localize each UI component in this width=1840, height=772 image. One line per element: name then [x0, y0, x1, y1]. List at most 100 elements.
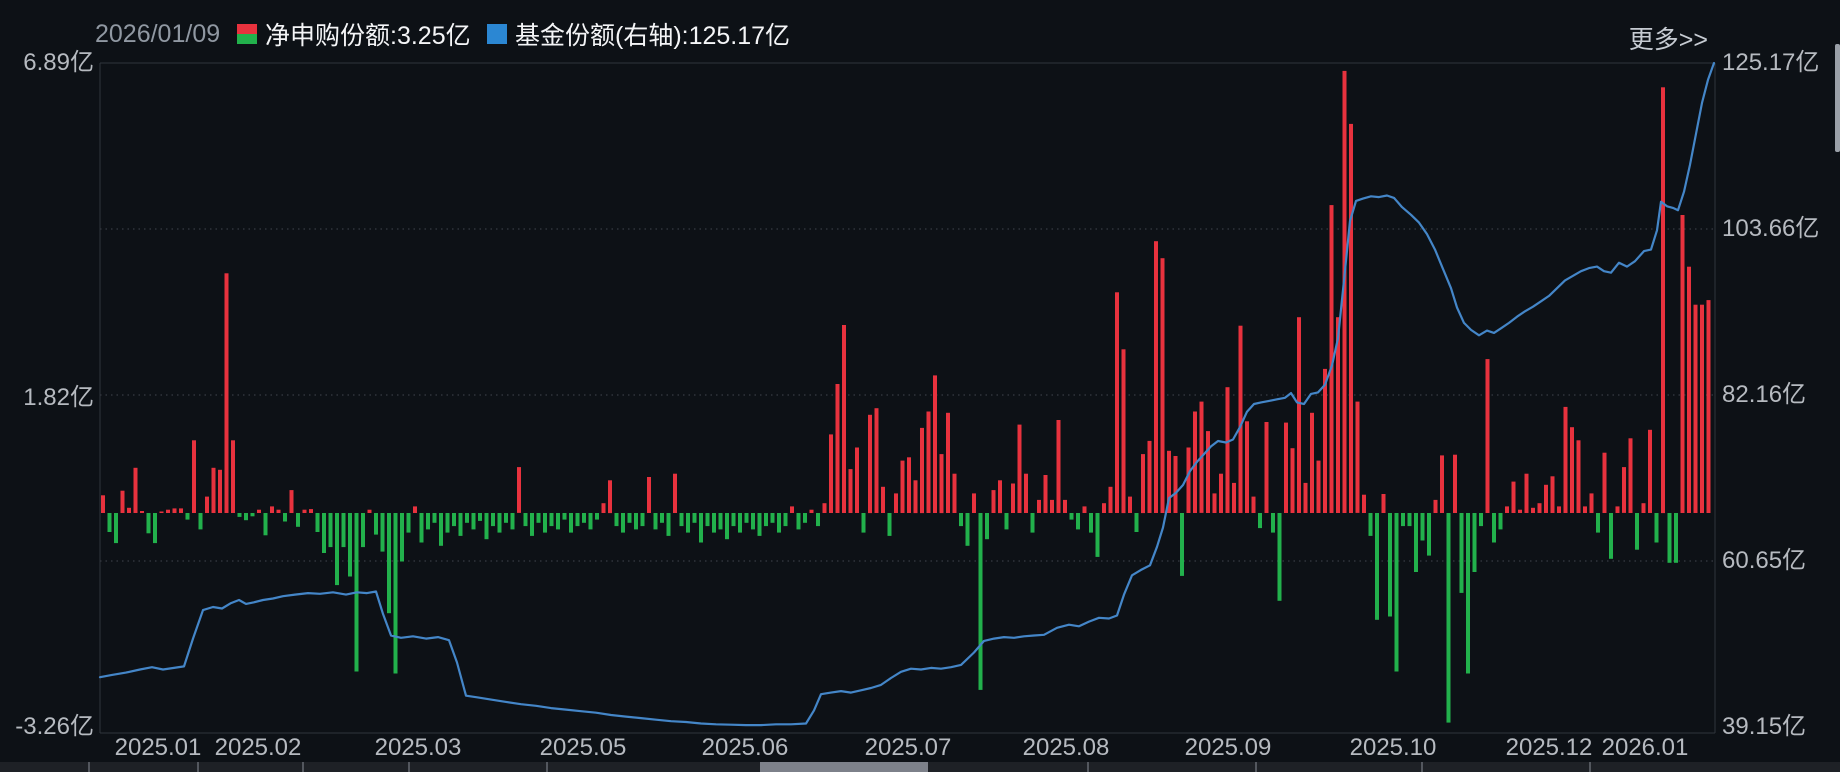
net-subscription-bar[interactable] [1063, 499, 1067, 513]
net-subscription-bar[interactable] [1674, 513, 1678, 563]
net-subscription-bar[interactable] [874, 408, 879, 513]
net-subscription-bar[interactable] [666, 513, 671, 536]
net-subscription-bar[interactable] [1375, 513, 1379, 620]
net-subscription-bar[interactable] [868, 414, 872, 514]
net-subscription-bar[interactable] [1368, 513, 1373, 536]
net-subscription-bar[interactable] [1303, 482, 1308, 513]
net-subscription-bar[interactable] [809, 509, 814, 513]
net-subscription-bar[interactable] [107, 513, 112, 532]
net-subscription-bar[interactable] [1453, 454, 1457, 513]
net-subscription-bar[interactable] [1459, 513, 1464, 593]
net-subscription-bar[interactable] [127, 507, 131, 513]
net-subscription-bar[interactable] [120, 490, 125, 513]
net-subscription-bar[interactable] [432, 513, 437, 523]
net-subscription-bar[interactable] [705, 513, 710, 527]
net-subscription-bar[interactable] [1544, 484, 1548, 513]
net-subscription-bar[interactable] [1258, 513, 1262, 529]
net-subscription-bar[interactable] [1134, 513, 1139, 532]
net-subscription-bar[interactable] [101, 495, 105, 513]
net-subscription-bar[interactable] [1225, 387, 1230, 513]
net-subscription-bar[interactable] [159, 511, 164, 514]
net-subscription-bar[interactable] [634, 513, 638, 530]
net-subscription-bar[interactable] [1277, 513, 1282, 601]
net-subscription-bar[interactable] [1251, 496, 1256, 513]
net-subscription-bar[interactable] [1622, 467, 1626, 513]
net-subscription-bar[interactable] [1264, 422, 1269, 513]
page-scrollbar-thumb[interactable] [1835, 44, 1840, 152]
net-subscription-bar[interactable] [855, 447, 859, 514]
net-subscription-bar[interactable] [172, 508, 177, 513]
net-subscription-bar[interactable] [1297, 317, 1301, 513]
net-subscription-bar[interactable] [1615, 506, 1620, 513]
net-subscription-bar[interactable] [348, 513, 352, 577]
net-subscription-bar[interactable] [536, 513, 541, 523]
net-subscription-bar[interactable] [1641, 503, 1646, 513]
net-subscription-bar[interactable] [445, 513, 450, 533]
net-subscription-bar[interactable] [1173, 456, 1178, 513]
net-subscription-bar[interactable] [218, 469, 222, 513]
net-subscription-bar[interactable] [1076, 513, 1080, 530]
net-subscription-bar[interactable] [1323, 368, 1327, 513]
net-subscription-bar[interactable] [1687, 266, 1691, 513]
net-subscription-bar[interactable] [562, 513, 567, 520]
net-subscription-bar[interactable] [1056, 420, 1061, 513]
net-subscription-bar[interactable] [692, 513, 697, 523]
net-subscription-bar[interactable] [796, 513, 801, 530]
more-link[interactable]: 更多>> [1628, 26, 1708, 54]
net-subscription-bar[interactable] [1700, 304, 1704, 513]
net-subscription-bar[interactable] [1030, 513, 1035, 533]
net-subscription-bar[interactable] [1102, 503, 1106, 513]
net-subscription-bar[interactable] [478, 513, 482, 521]
net-subscription-bar[interactable] [1024, 473, 1028, 513]
net-subscription-bar[interactable] [426, 513, 430, 530]
net-subscription-bar[interactable] [1186, 447, 1191, 514]
net-subscription-bar[interactable] [276, 509, 281, 513]
net-subscription-bar[interactable] [946, 412, 950, 513]
net-subscription-bar[interactable] [1115, 292, 1119, 513]
net-subscription-bar[interactable] [1141, 454, 1145, 514]
net-subscription-bar[interactable] [211, 467, 216, 513]
net-subscription-bar[interactable] [406, 513, 411, 533]
net-subscription-bar[interactable] [179, 508, 183, 513]
net-subscription-bar[interactable] [439, 513, 443, 546]
net-subscription-bar[interactable] [1128, 496, 1132, 513]
net-subscription-bar[interactable] [1511, 481, 1516, 513]
net-subscription-bar[interactable] [959, 513, 963, 527]
net-subscription-bar[interactable] [861, 513, 866, 533]
net-subscription-bar[interactable] [1661, 87, 1665, 514]
net-subscription-bar[interactable] [1563, 406, 1568, 513]
net-subscription-bar[interactable] [1037, 499, 1041, 513]
net-subscription-bar[interactable] [894, 493, 898, 513]
legend-item-net-subscription[interactable]: 净申购份额:3.25亿 [237, 18, 471, 50]
net-subscription-bar[interactable] [1271, 513, 1275, 533]
net-subscription-bar[interactable] [608, 480, 612, 514]
net-subscription-bar[interactable] [114, 513, 118, 544]
net-subscription-bar[interactable] [848, 469, 853, 513]
net-subscription-bar[interactable] [1043, 475, 1048, 513]
net-subscription-bar[interactable] [341, 513, 346, 548]
net-subscription-bar[interactable] [1121, 349, 1126, 514]
net-subscription-bar[interactable] [387, 513, 391, 614]
net-subscription-bar[interactable] [757, 513, 762, 536]
net-subscription-bar[interactable] [621, 513, 625, 533]
net-subscription-bar[interactable] [751, 513, 755, 530]
net-subscription-bar[interactable] [660, 513, 664, 523]
net-subscription-bar[interactable] [1362, 494, 1366, 513]
net-subscription-bar[interactable] [1388, 513, 1392, 617]
net-subscription-bar[interactable] [322, 513, 326, 553]
net-subscription-bar[interactable] [1284, 422, 1288, 513]
net-subscription-bar[interactable] [913, 480, 918, 514]
net-subscription-bar[interactable] [939, 454, 944, 514]
net-subscription-bar[interactable] [569, 513, 573, 533]
net-subscription-bar[interactable] [205, 496, 209, 513]
net-subscription-bar[interactable] [484, 513, 489, 540]
net-subscription-bar[interactable] [1095, 513, 1100, 557]
net-subscription-bar[interactable] [296, 513, 300, 527]
net-subscription-bar[interactable] [965, 513, 970, 546]
net-subscription-bar[interactable] [627, 513, 632, 523]
net-subscription-bar[interactable] [1524, 473, 1529, 513]
net-subscription-bar[interactable] [328, 513, 333, 548]
net-subscription-bar[interactable] [1355, 401, 1360, 513]
net-subscription-bar[interactable] [712, 513, 716, 533]
net-subscription-bar[interactable] [1505, 506, 1509, 513]
